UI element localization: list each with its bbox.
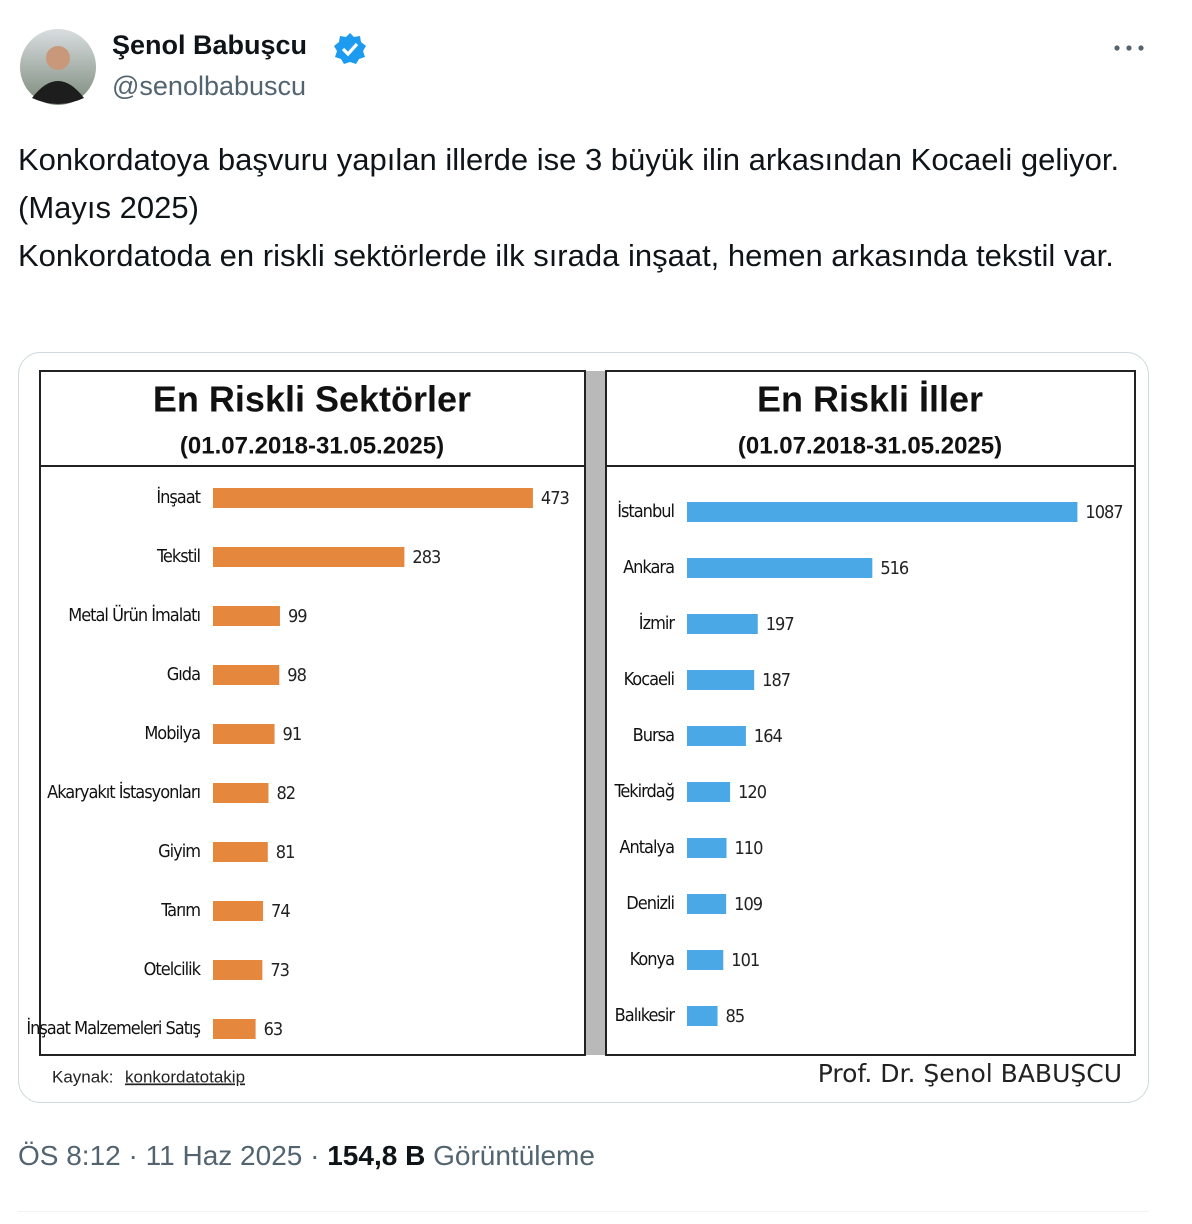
- bar: [213, 960, 263, 980]
- date[interactable]: 11 Haz 2025: [145, 1140, 303, 1171]
- separator-line: [18, 1211, 1149, 1212]
- avatar-face: [46, 46, 70, 70]
- author-name[interactable]: Şenol Babuşcu: [112, 30, 308, 60]
- divider: [585, 371, 606, 1055]
- bar: [213, 606, 280, 626]
- value-label: 110: [735, 838, 764, 859]
- image-author: Prof. Dr. Şenol BABUŞCU: [818, 1059, 1122, 1088]
- tweet-paragraph: Konkordatoda en riskli sektörlerde ilk s…: [18, 238, 1114, 273]
- bar: [687, 1006, 718, 1026]
- value-label: 99: [288, 606, 307, 627]
- category-label: Ankara: [623, 557, 674, 578]
- tweet-meta: ÖS 8:12 · 11 Haz 2025 · 154,8 B Görüntül…: [18, 1140, 595, 1172]
- more-button[interactable]: [1112, 40, 1146, 56]
- bar: [687, 726, 746, 746]
- chart-subtitle: (01.07.2018-31.05.2025): [738, 432, 1002, 459]
- value-label: 101: [731, 950, 759, 971]
- category-label: Konya: [630, 949, 674, 970]
- bar: [213, 1019, 256, 1039]
- value-label: 98: [287, 665, 306, 686]
- value-label: 81: [276, 842, 295, 863]
- views-label: Görüntüleme: [433, 1140, 595, 1171]
- value-label: 283: [412, 547, 441, 568]
- avatar[interactable]: [18, 28, 98, 108]
- value-label: 187: [762, 670, 790, 691]
- bar: [213, 547, 405, 567]
- bar: [687, 558, 873, 578]
- category-label: İnşaat: [156, 487, 200, 508]
- image-card[interactable]: Kaynak: konkordatotakip Prof. Dr. Şenol …: [18, 352, 1149, 1103]
- panel-frame: [39, 370, 586, 1056]
- value-label: 473: [541, 488, 570, 509]
- tweet-paragraph: Konkordatoya başvuru yapılan illerde ise…: [18, 142, 1120, 225]
- category-label: Balıkesir: [615, 1005, 676, 1026]
- bar: [687, 670, 755, 690]
- bar: [687, 838, 727, 858]
- value-label: 74: [271, 901, 290, 922]
- category-label: Tekstil: [156, 546, 200, 567]
- avatar-body: [32, 81, 84, 104]
- value-label: 1087: [1085, 502, 1122, 523]
- value-label: 73: [270, 960, 289, 981]
- chart-title: En Riskli Sektörler: [153, 379, 471, 420]
- bar: [687, 502, 1078, 522]
- source-label: Kaynak:: [52, 1067, 113, 1086]
- category-label: Kocaeli: [624, 669, 674, 690]
- category-label: Tarım: [160, 900, 200, 921]
- category-label: Tekirdağ: [614, 781, 675, 802]
- value-label: 63: [264, 1019, 283, 1040]
- value-label: 82: [276, 783, 295, 804]
- category-label: İstanbul: [617, 501, 674, 522]
- value-label: 120: [738, 782, 767, 803]
- value-label: 197: [766, 614, 794, 635]
- bar: [687, 894, 727, 914]
- bar: [687, 614, 758, 634]
- bar: [687, 782, 731, 802]
- card-border: [18, 352, 1149, 1103]
- bar: [213, 783, 269, 803]
- value-label: 85: [726, 1006, 745, 1027]
- chart-subtitle: (01.07.2018-31.05.2025): [180, 432, 444, 459]
- category-label: İnşaat Malzemeleri Satış: [26, 1018, 200, 1039]
- category-label: Akaryakıt İstasyonları: [47, 782, 200, 803]
- bar: [213, 842, 268, 862]
- bar: [213, 901, 264, 921]
- category-label: Gıda: [167, 664, 200, 685]
- time[interactable]: ÖS 8:12: [18, 1140, 121, 1171]
- verified-badge: [334, 33, 366, 64]
- views: 154,8 B: [327, 1140, 426, 1171]
- source: konkordatotakip: [125, 1067, 245, 1086]
- tweet-text: Konkordatoya başvuru yapılan illerde ise…: [18, 136, 1168, 280]
- category-label: Metal Ürün İmalatı: [68, 604, 200, 626]
- category-label: Denizli: [626, 893, 674, 914]
- value-label: 91: [283, 724, 302, 745]
- bar: [213, 488, 533, 508]
- value-label: 516: [880, 558, 909, 579]
- value-label: 109: [734, 894, 763, 915]
- panel-frame: [605, 370, 1136, 1056]
- bar: [213, 724, 275, 744]
- category-label: Giyim: [158, 841, 200, 862]
- category-label: Otelcilik: [144, 959, 202, 980]
- category-label: İzmir: [639, 613, 676, 634]
- value-label: 164: [754, 726, 783, 747]
- category-label: Mobilya: [144, 723, 200, 744]
- author-handle[interactable]: @senolbabuscu: [112, 71, 307, 101]
- bar: [213, 665, 280, 685]
- chart-title: En Riskli İller: [757, 379, 983, 420]
- category-label: Bursa: [633, 725, 674, 746]
- bar: [687, 950, 724, 970]
- separator: ·: [128, 1140, 138, 1171]
- category-label: Antalya: [619, 837, 674, 858]
- separator: ·: [310, 1140, 320, 1171]
